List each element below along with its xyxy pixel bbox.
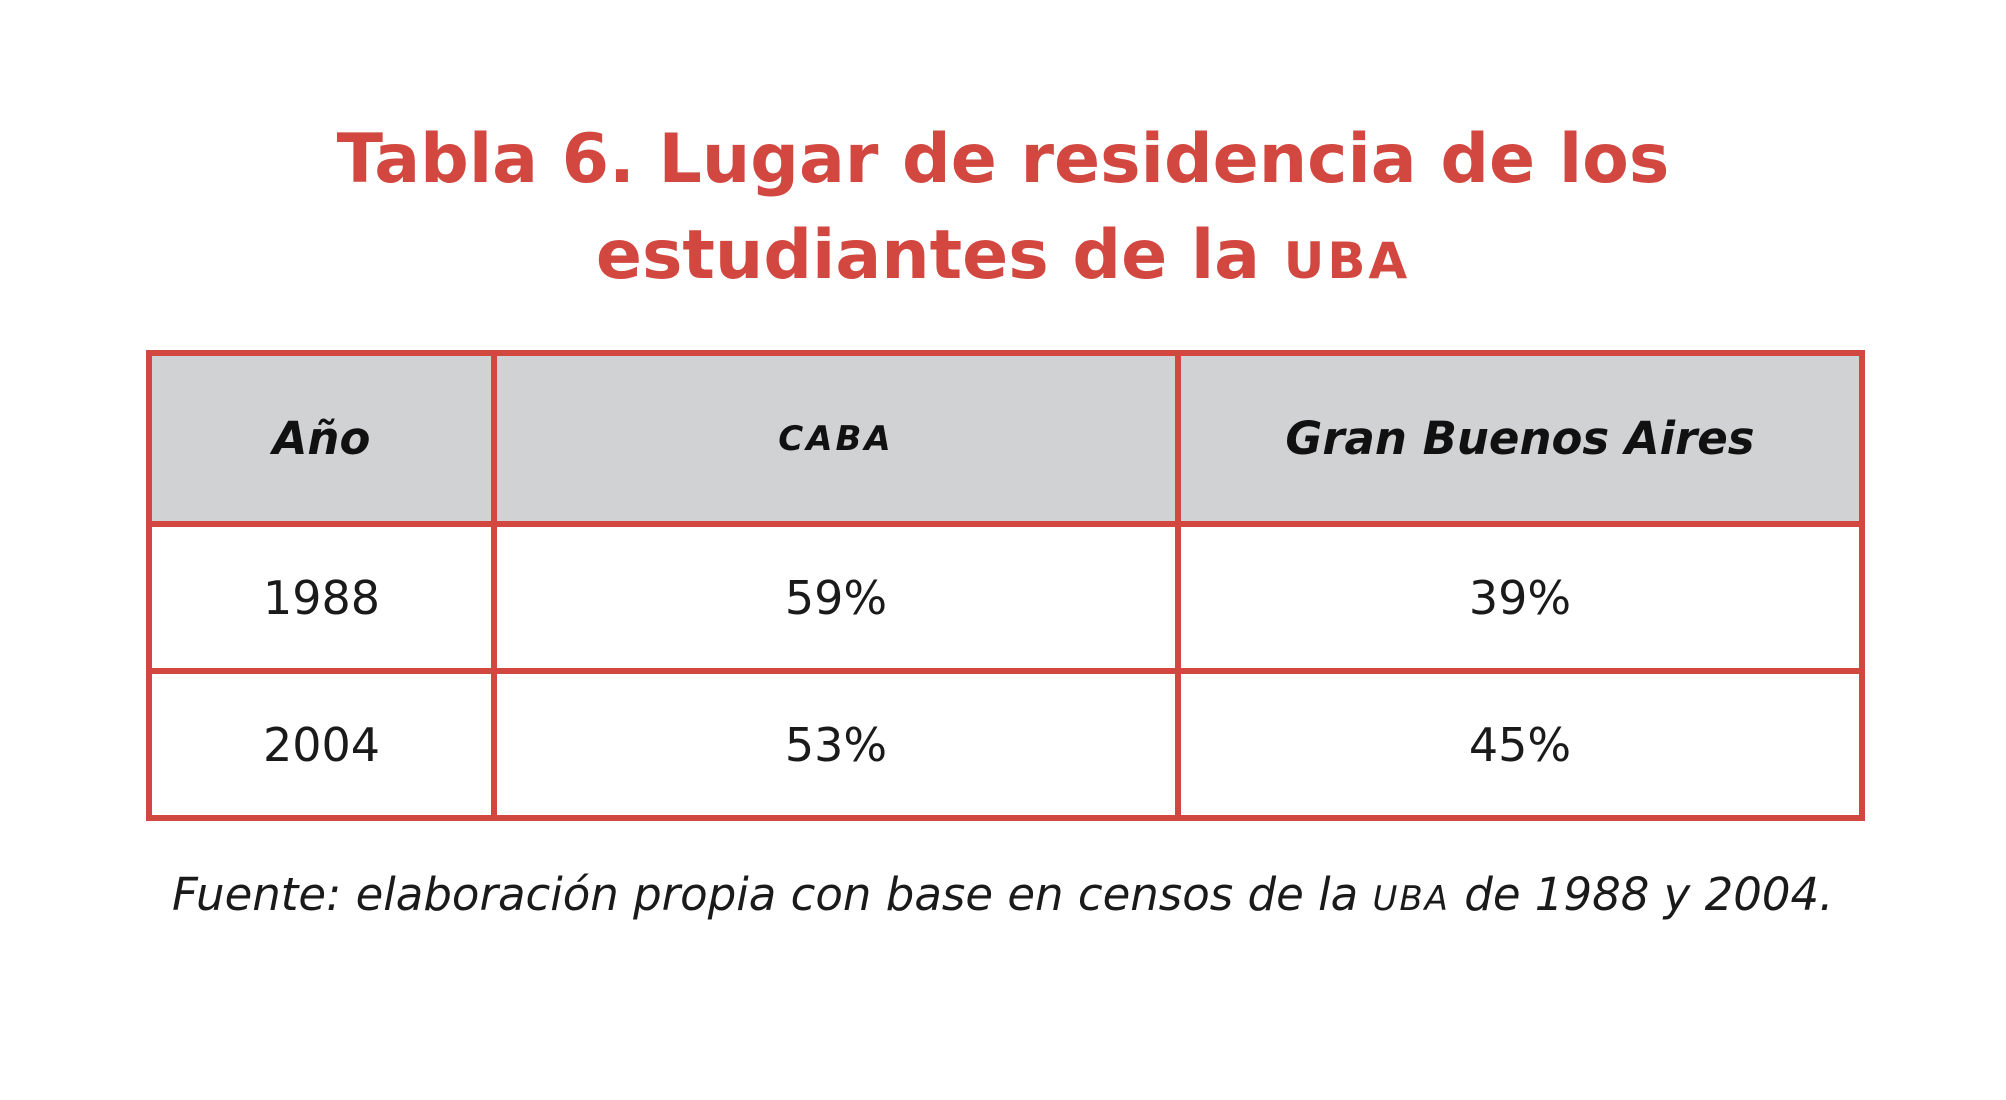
residence-table: Año CABA Gran Buenos Aires 1988 59% 39% … [146,350,1865,821]
table-row: 1988 59% 39% [146,521,1865,674]
cell-year: 2004 [146,668,497,821]
source-abbreviation: UBA [1372,879,1450,919]
source-text-after: de 1988 y 2004. [1449,868,1834,921]
header-row: Año CABA Gran Buenos Aires [146,350,1865,527]
title-abbreviation: UBA [1283,232,1411,290]
header-gran-buenos-aires: Gran Buenos Aires [1175,350,1865,527]
table-title: Tabla 6. Lugar de residencia de los estu… [0,112,2006,309]
header-year: Año [146,350,497,527]
source-note: Fuente: elaboración propia con base en c… [172,868,1833,921]
header-caba: CABA [491,350,1181,527]
title-line-2-text: estudiantes de la [595,216,1284,295]
cell-caba: 59% [491,521,1181,674]
title-line-2: estudiantes de la UBA [0,208,2006,309]
table-row: 2004 53% 45% [146,668,1865,821]
title-line-1: Tabla 6. Lugar de residencia de los [336,120,1670,199]
cell-gran-buenos-aires: 45% [1175,668,1865,821]
cell-year: 1988 [146,521,497,674]
source-text-before: Fuente: elaboración propia con base en c… [172,868,1373,921]
cell-caba: 53% [491,668,1181,821]
cell-gran-buenos-aires: 39% [1175,521,1865,674]
